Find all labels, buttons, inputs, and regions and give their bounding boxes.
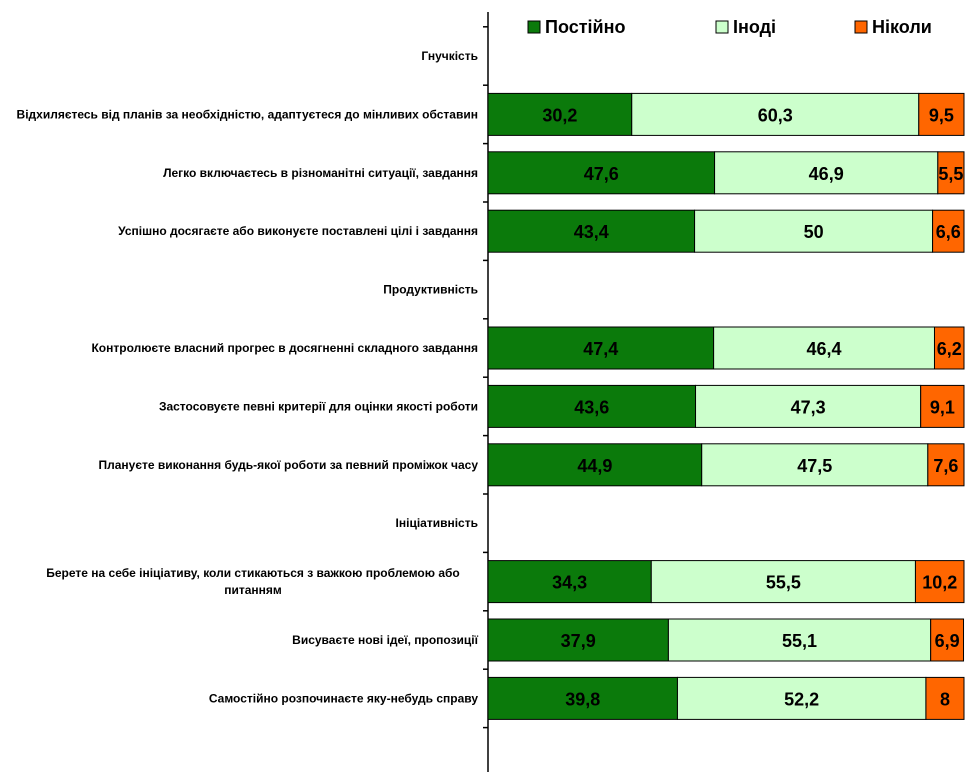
category-label-line: Продуктивність — [383, 283, 478, 297]
data-label: 47,3 — [791, 397, 826, 417]
category-label: Плануєте виконання будь-якої роботи за п… — [98, 458, 478, 472]
bar-segment-2 — [713, 326, 935, 370]
category-label: Застосовуєте певні критерії для оцінки я… — [159, 399, 478, 413]
category-label-line: Успішно досягаєте або виконуєте поставле… — [118, 224, 478, 238]
data-label: 44,9 — [577, 456, 612, 476]
legend-label-3: Ніколи — [872, 17, 932, 37]
data-label: 46,4 — [807, 339, 842, 359]
data-label: 34,3 — [552, 573, 587, 593]
group-label: Продуктивність — [383, 283, 478, 297]
bar-segment-3 — [920, 384, 965, 428]
bar-segment-3 — [918, 92, 965, 136]
bar-segment-2 — [667, 618, 932, 662]
data-label: 43,6 — [574, 397, 609, 417]
bar-segment-1 — [487, 326, 715, 370]
category-label-line: Ініціативність — [396, 516, 478, 530]
category-label: Успішно досягаєте або виконуєте поставле… — [118, 224, 478, 238]
category-label-line: Висуваєте нові ідеї, пропозиції — [292, 633, 478, 647]
data-label: 52,2 — [784, 689, 819, 709]
bar-segment-1 — [487, 676, 678, 720]
data-label: 9,1 — [930, 397, 955, 417]
category-label: Висуваєте нові ідеї, пропозиції — [292, 633, 478, 647]
legend-label-2: Іноді — [733, 17, 776, 37]
bar-segment-3 — [930, 618, 965, 662]
category-label: Самостійно розпочинаєте яку-небудь справ… — [209, 691, 478, 705]
bar-segment-2 — [714, 151, 939, 195]
data-label: 9,5 — [929, 105, 954, 125]
data-label: 47,6 — [584, 164, 619, 184]
data-label: 55,1 — [782, 631, 817, 651]
group-label: Гнучкість — [421, 49, 478, 63]
bar-segment-3 — [927, 443, 965, 487]
group-label: Ініціативність — [396, 516, 478, 530]
legend-label-1: Постійно — [545, 17, 625, 37]
data-label: 5,5 — [938, 164, 963, 184]
category-label-line: Легко включаєтесь в різноманітні ситуаці… — [163, 166, 478, 180]
legend-swatch-3 — [854, 20, 868, 34]
category-label-line: Застосовуєте певні критерії для оцінки я… — [159, 399, 478, 413]
bar-segment-3 — [933, 326, 965, 370]
bar-segment-2 — [676, 676, 927, 720]
category-label-line: Берете на себе ініціативу, коли стикають… — [46, 566, 460, 580]
category-label: Легко включаєтесь в різноманітні ситуаці… — [163, 166, 478, 180]
bar-segment-3 — [932, 209, 965, 253]
bar-segment-3 — [914, 560, 965, 604]
category-label-line: питанням — [224, 583, 282, 597]
bar-segment-1 — [487, 443, 703, 487]
legend-swatch-2 — [715, 20, 729, 34]
bar-segment-2 — [695, 384, 922, 428]
bar-segment-3 — [925, 676, 965, 720]
category-label: Берете на себе ініціативу, коли стикають… — [46, 566, 460, 597]
data-label: 55,5 — [766, 573, 801, 593]
category-label-line: Відхиляєтесь від планів за необхідністю,… — [17, 107, 478, 121]
category-label: Контролюєте власний прогрес в досягненні… — [91, 341, 478, 355]
data-label: 7,6 — [933, 456, 958, 476]
category-label-line: Самостійно розпочинаєте яку-небудь справ… — [209, 691, 478, 705]
bar-segment-2 — [650, 560, 916, 604]
data-label: 37,9 — [561, 631, 596, 651]
legend-swatch-1 — [527, 20, 541, 34]
data-label: 50 — [804, 222, 824, 242]
bar-segment-1 — [487, 209, 696, 253]
data-label: 6,2 — [937, 339, 962, 359]
data-label: 43,4 — [574, 222, 609, 242]
data-label: 60,3 — [758, 105, 793, 125]
data-label: 47,5 — [797, 456, 832, 476]
bar-segment-2 — [694, 209, 934, 253]
data-label: 46,9 — [809, 164, 844, 184]
category-label: Відхиляєтесь від планів за необхідністю,… — [17, 107, 478, 121]
bar-segment-1 — [487, 618, 669, 662]
category-label-line: Плануєте виконання будь-якої роботи за п… — [98, 458, 478, 472]
bar-segment-1 — [487, 384, 697, 428]
category-label-line: Контролюєте власний прогрес в досягненні… — [91, 341, 478, 355]
data-label: 47,4 — [583, 339, 618, 359]
category-label-line: Гнучкість — [421, 49, 478, 63]
bar-segment-3 — [937, 151, 965, 195]
data-label: 6,9 — [935, 631, 960, 651]
data-label: 10,2 — [922, 573, 957, 593]
data-label: 30,2 — [542, 105, 577, 125]
data-label: 8 — [940, 689, 950, 709]
data-label: 39,8 — [565, 689, 600, 709]
data-label: 6,6 — [936, 222, 961, 242]
bar-segment-2 — [701, 443, 929, 487]
